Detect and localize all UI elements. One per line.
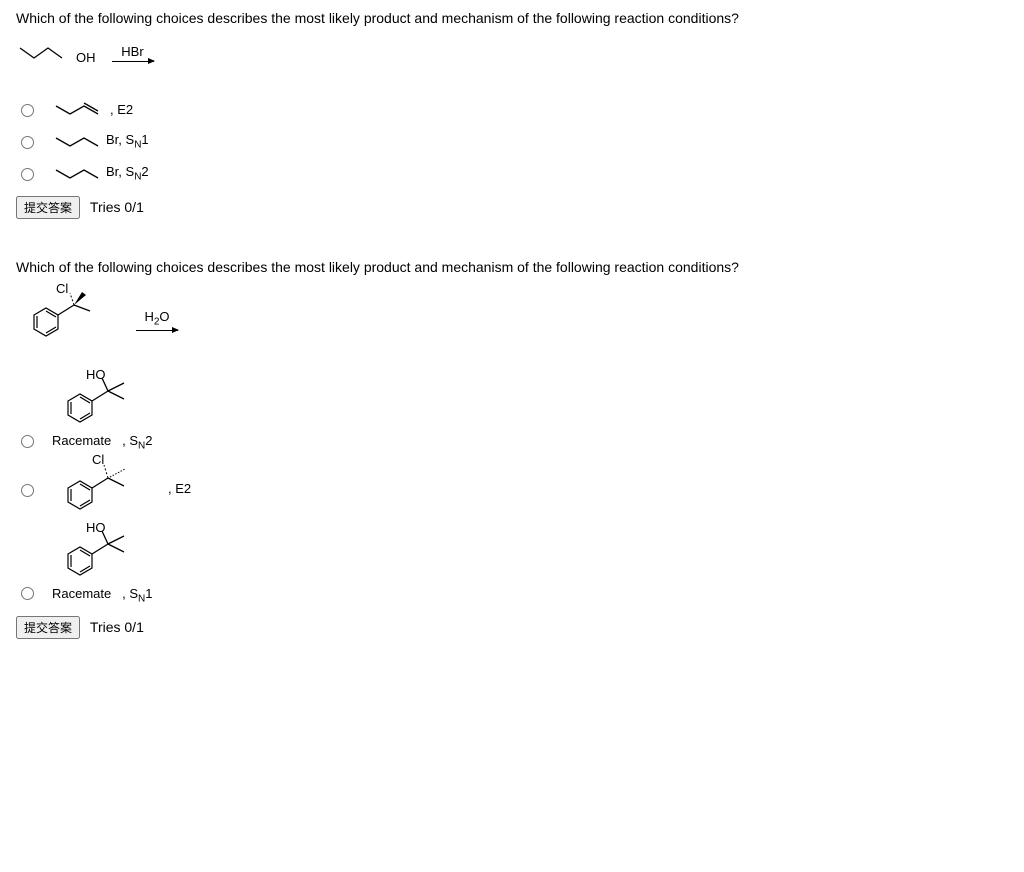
q1-reaction: OH HBr — [16, 38, 1008, 68]
q1-option-c-radio[interactable] — [21, 168, 34, 181]
q1-sm-oh-label: OH — [76, 50, 96, 65]
q1-reagent: HBr — [121, 44, 143, 59]
q1-b-structure — [52, 130, 106, 152]
question-2-prompt: Which of the following choices describes… — [16, 259, 1008, 275]
q2-a-mech: Racemate , SN2 — [52, 433, 152, 452]
q1-c-label: Br, SN2 — [106, 164, 149, 183]
q1-submit-row: 提交答案 Tries 0/1 — [16, 196, 1008, 219]
q2-option-b-radio[interactable] — [21, 484, 34, 497]
q2-c-ho-label: HO — [86, 520, 106, 535]
q2-option-b[interactable]: Cl , E2 — [16, 458, 1008, 520]
q2-reagent: H2O — [144, 309, 169, 328]
q1-submit-button[interactable]: 提交答案 — [16, 196, 80, 219]
q2-c-structure: HO — [52, 526, 162, 586]
q2-b-mech: , E2 — [168, 481, 191, 496]
q2-reaction: Cl H2O — [16, 287, 1008, 353]
q2-option-c-radio[interactable] — [21, 587, 34, 600]
q1-option-c[interactable]: Br, SN2 — [16, 162, 1008, 184]
q1-starting-material — [16, 38, 80, 68]
q1-option-b-radio[interactable] — [21, 136, 34, 149]
question-2: Which of the following choices describes… — [16, 259, 1008, 639]
q2-submit-button[interactable]: 提交答案 — [16, 616, 80, 639]
q1-tries: Tries 0/1 — [90, 199, 144, 215]
arrow-icon — [136, 330, 178, 331]
question-1-prompt: Which of the following choices describes… — [16, 10, 1008, 26]
q2-arrow-block: H2O — [136, 309, 178, 331]
q2-option-a[interactable]: HO Racemate , SN2 — [16, 373, 1008, 452]
q1-arrow-block: HBr — [112, 44, 154, 62]
arrow-icon — [112, 61, 154, 62]
q2-option-c[interactable]: HO Racemate , SN1 — [16, 526, 1008, 605]
q1-option-a-radio[interactable] — [21, 104, 34, 117]
q1-option-a[interactable]: , E2 — [16, 98, 1008, 120]
q1-a-mech: , E2 — [110, 102, 133, 117]
q2-sm-cl-label: Cl — [56, 281, 68, 296]
q2-tries: Tries 0/1 — [90, 619, 144, 635]
q2-a-ho-label: HO — [86, 367, 106, 382]
question-1: Which of the following choices describes… — [16, 10, 1008, 219]
q2-submit-row: 提交答案 Tries 0/1 — [16, 616, 1008, 639]
q2-option-a-radio[interactable] — [21, 435, 34, 448]
q2-c-mech: Racemate , SN1 — [52, 586, 152, 605]
q1-a-structure — [52, 98, 110, 120]
q1-b-label: Br, SN1 — [106, 132, 149, 151]
q2-a-structure: HO — [52, 373, 162, 433]
q2-b-structure: Cl — [52, 458, 162, 520]
q1-c-structure — [52, 162, 106, 184]
q1-option-b[interactable]: Br, SN1 — [16, 130, 1008, 152]
q2-starting-material: Cl — [16, 287, 126, 353]
q2-b-cl-label: Cl — [92, 452, 104, 467]
